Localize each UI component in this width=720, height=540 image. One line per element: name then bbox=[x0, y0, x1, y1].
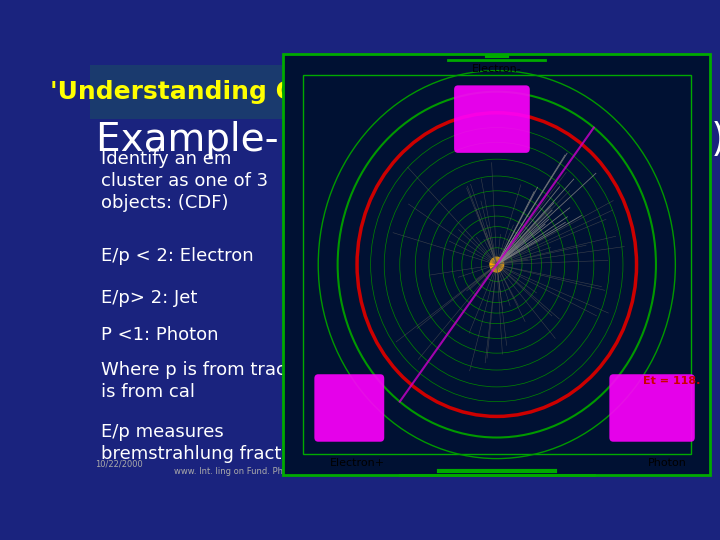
Text: E/p measures
bremstrahlung fraction: E/p measures bremstrahlung fraction bbox=[101, 423, 309, 463]
Text: Electron-: Electron- bbox=[472, 64, 522, 73]
Text: 10/22/2000: 10/22/2000 bbox=[96, 459, 143, 468]
Text: Electron+: Electron+ bbox=[330, 458, 384, 468]
FancyBboxPatch shape bbox=[609, 374, 695, 442]
FancyBboxPatch shape bbox=[315, 374, 384, 442]
FancyBboxPatch shape bbox=[454, 85, 530, 153]
Circle shape bbox=[490, 257, 503, 272]
FancyBboxPatch shape bbox=[90, 65, 648, 119]
Text: Where p is from track, E
is from cal: Where p is from track, E is from cal bbox=[101, 361, 319, 401]
Bar bbox=[302, 75, 691, 454]
Text: P <1: Photon: P <1: Photon bbox=[101, 326, 219, 344]
Text: E/p < 2: Electron: E/p < 2: Electron bbox=[101, 247, 253, 265]
Text: E/p> 2: Jet: E/p> 2: Jet bbox=[101, 289, 197, 307]
Text: Identify an em
cluster as one of 3
objects: (CDF): Identify an em cluster as one of 3 objec… bbox=[101, 150, 269, 212]
Text: Recent 'typical' zoo event   (only an example): Recent 'typical' zoo event (only an exam… bbox=[302, 458, 621, 472]
Text: Example- electro-magnetic (em) cluster: Example- electro-magnetic (em) cluster bbox=[96, 120, 720, 159]
Text: Photon: Photon bbox=[648, 458, 687, 468]
Text: 'Understanding Objects' and their limitations: 'Understanding Objects' and their limita… bbox=[50, 80, 688, 104]
Text: Et = 118.: Et = 118. bbox=[643, 376, 701, 386]
Text: www. Int. ling on Fund. Physics: Lecture 3: www. Int. ling on Fund. Physics: Lecture… bbox=[174, 468, 348, 476]
